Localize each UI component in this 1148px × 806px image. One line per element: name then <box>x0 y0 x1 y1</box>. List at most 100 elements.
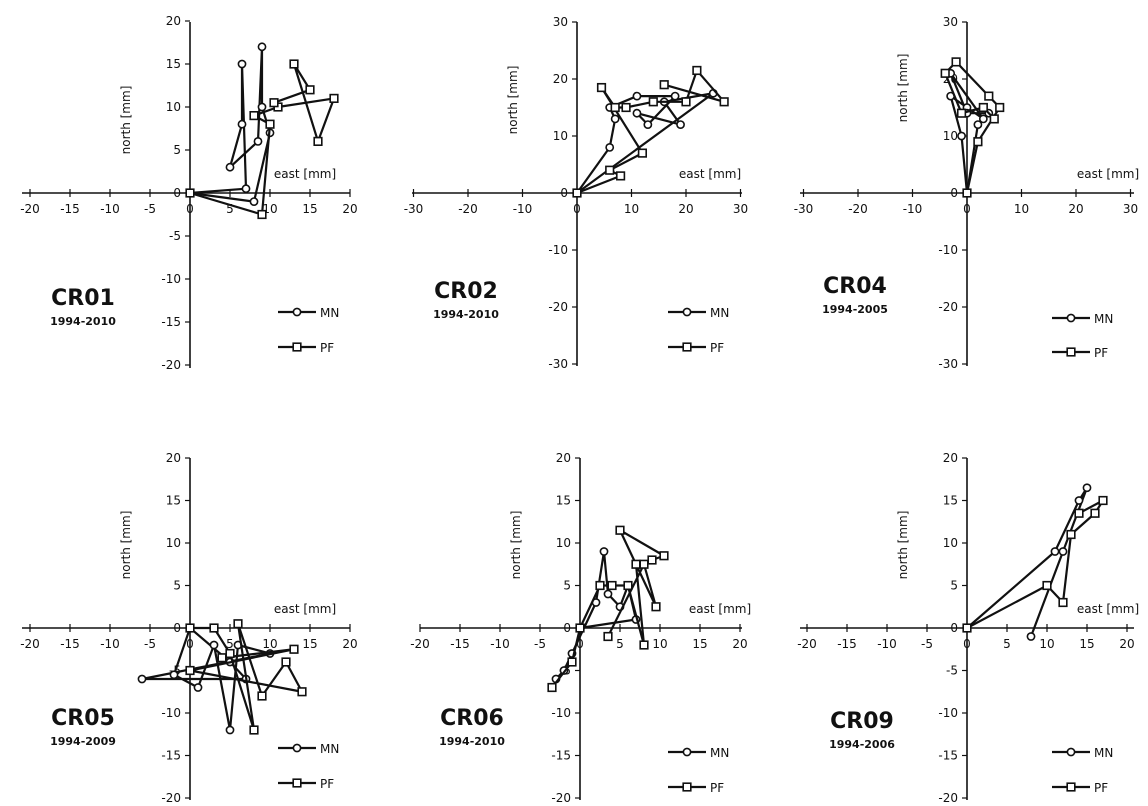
station-label-cr01: CR01 <box>51 286 115 311</box>
data-point-pf-cr02 <box>648 97 658 107</box>
y-tick-label-cr06: -10 <box>551 706 571 720</box>
data-point-mn-cr01 <box>225 162 235 172</box>
legend-label-mn-cr01: MN <box>320 306 339 320</box>
x-tick-label-cr04: 0 <box>963 202 971 216</box>
legend-label-pf-cr06: PF <box>710 781 724 795</box>
data-point-pf-cr04 <box>951 57 961 67</box>
y-tick-label-cr09: 5 <box>950 579 958 593</box>
data-point-mn-cr05 <box>193 683 203 692</box>
data-point-mn-cr09 <box>1026 632 1036 641</box>
x-tick-label-cr05: -10 <box>100 637 120 651</box>
data-point-pf-cr04 <box>962 188 972 198</box>
station-label-cr02: CR02 <box>434 279 498 304</box>
x-tick-label-cr05: -5 <box>144 637 156 651</box>
legend-marker-pf-cr05 <box>292 778 302 788</box>
data-point-pf-cr04 <box>984 91 994 101</box>
data-point-pf-cr04 <box>940 68 950 78</box>
data-point-pf-cr05 <box>289 644 299 654</box>
x-tick-label-cr05: -15 <box>60 637 80 651</box>
legend-marker-mn-cr06 <box>682 747 692 757</box>
x-tick-label-cr09: 15 <box>1079 637 1094 651</box>
x-tick-label-cr02: 30 <box>733 202 748 216</box>
data-point-pf-cr04 <box>995 102 1005 113</box>
y-tick-label-cr01: 20 <box>166 14 181 28</box>
data-point-pf-cr06 <box>651 602 661 612</box>
legend-marker-pf-cr04 <box>1066 347 1076 357</box>
data-point-pf-cr06 <box>631 559 641 569</box>
data-point-pf-cr09 <box>1074 508 1084 518</box>
legend-marker-mn-cr01 <box>292 307 302 317</box>
data-point-mn-cr09 <box>1058 547 1068 556</box>
x-tick-label-cr09: 10 <box>1039 637 1054 651</box>
data-point-pf-cr02 <box>637 148 647 158</box>
data-point-mn-cr02 <box>632 108 642 118</box>
y-tick-label-cr01: 5 <box>173 143 181 157</box>
data-point-pf-cr06 <box>603 631 613 642</box>
legend-label-mn-cr06: MN <box>710 746 729 760</box>
x-tick-label-cr09: -15 <box>837 637 857 651</box>
legend-label-pf-cr09: PF <box>1094 781 1108 795</box>
x-tick-label-cr01: -15 <box>60 202 80 216</box>
data-point-mn-cr09 <box>1050 547 1060 556</box>
data-point-mn-cr05 <box>225 725 235 735</box>
y-tick-label-cr04: -20 <box>938 300 958 314</box>
y-tick-label-cr05: -10 <box>161 706 181 720</box>
y-tick-label-cr05: -15 <box>161 749 181 763</box>
y-tick-label-cr01: 10 <box>166 100 181 114</box>
x-tick-label-cr05: 5 <box>226 637 234 651</box>
station-label-cr06: CR06 <box>440 706 504 731</box>
y-tick-label-cr05: 5 <box>173 579 181 593</box>
legend-label-mn-cr02: MN <box>710 306 729 320</box>
data-point-pf-cr02 <box>692 65 702 76</box>
x-tick-label-cr05: 15 <box>302 637 317 651</box>
x-tick-label-cr01: 15 <box>302 202 317 216</box>
data-point-pf-cr05 <box>209 623 219 633</box>
data-point-pf-cr09 <box>962 623 972 633</box>
data-point-pf-cr05 <box>217 653 227 663</box>
x-tick-label-cr06: 20 <box>732 637 747 651</box>
data-point-mn-cr06 <box>599 547 609 556</box>
data-point-pf-cr06 <box>647 555 657 565</box>
legend-label-pf-cr04: PF <box>1094 346 1108 360</box>
x-tick-label-cr06: -20 <box>410 637 430 651</box>
data-point-mn-cr06 <box>603 589 613 599</box>
x-tick-label-cr02: 10 <box>624 202 639 216</box>
y-axis-label-cr05: north [mm] <box>119 511 133 580</box>
x-tick-label-cr02: 0 <box>573 202 581 216</box>
y-tick-label-cr06: 20 <box>556 451 571 465</box>
panel-cr09: -20 -15 -10 -5 0 5 10 15 20 -20 -15 -10 -5 0 5 10 15 20 ea… <box>797 451 1139 805</box>
y-axis-label-cr02: north [mm] <box>506 66 520 135</box>
data-point-pf-cr04 <box>973 137 983 147</box>
x-tick-label-cr04: 20 <box>1068 202 1083 216</box>
x-tick-label-cr02: -30 <box>404 202 424 216</box>
data-point-mn-cr04 <box>978 114 988 124</box>
y-tick-label-cr01: 15 <box>166 57 181 71</box>
x-tick-label-cr09: 20 <box>1119 637 1134 651</box>
data-point-pf-cr06 <box>639 640 649 650</box>
x-axis-label-cr04: east [mm] <box>1077 167 1139 181</box>
y-tick-label-cr09: 10 <box>943 536 958 550</box>
data-point-pf-cr01 <box>185 188 195 198</box>
y-tick-label-cr05: 10 <box>166 536 181 550</box>
x-tick-label-cr04: -30 <box>794 202 814 216</box>
x-tick-label-cr04: -10 <box>903 202 923 216</box>
series-line-mn-cr01 <box>189 45 272 203</box>
data-point-mn-cr02 <box>610 114 620 124</box>
data-point-pf-cr05 <box>185 623 195 633</box>
station-label-cr09: CR09 <box>830 709 894 734</box>
x-tick-label-cr06: 5 <box>616 637 624 651</box>
data-point-pf-cr01 <box>269 98 279 108</box>
y-tick-label-cr05: 15 <box>166 494 181 508</box>
data-point-mn-cr05 <box>169 670 179 680</box>
x-tick-label-cr05: -20 <box>20 637 40 651</box>
data-point-mn-cr05 <box>209 640 219 650</box>
x-tick-label-cr01: -10 <box>100 202 120 216</box>
period-label-cr02: 1994-2010 <box>433 308 499 321</box>
period-label-cr05: 1994-2009 <box>50 735 116 748</box>
legend-marker-mn-cr02 <box>682 307 692 317</box>
data-point-pf-cr06 <box>639 559 649 569</box>
y-axis-label-cr01: north [mm] <box>119 86 133 155</box>
x-axis-label-cr02: east [mm] <box>679 167 741 181</box>
data-point-pf-cr05 <box>249 725 259 735</box>
